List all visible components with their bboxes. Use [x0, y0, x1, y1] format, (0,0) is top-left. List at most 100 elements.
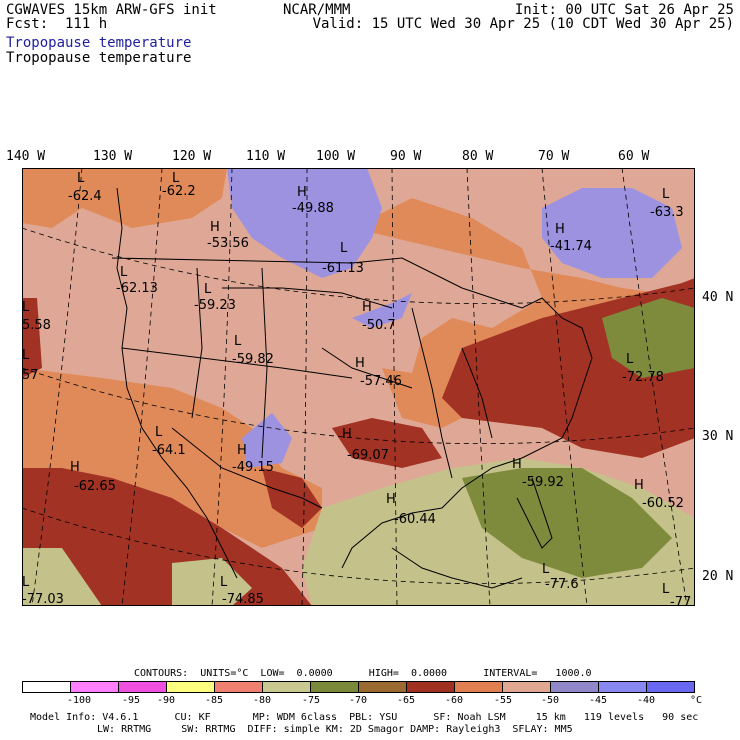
field-olive: [602, 298, 695, 378]
map-label-value: 57: [22, 368, 39, 383]
map-label-value: -63.3: [650, 205, 684, 220]
color-legend-bar: [22, 681, 695, 693]
tropopause-temperature-map: L -62.4 L -62.2 H -49.88 H -53.56 L -61.…: [22, 168, 695, 606]
field-darkred: [22, 298, 42, 378]
field-khaki: [22, 548, 102, 606]
map-label-value: -60.44: [394, 512, 436, 527]
legend-tick: °C: [690, 695, 703, 706]
map-label-value: -49.88: [292, 201, 334, 216]
map-frame: [22, 168, 695, 606]
map-labels: L -62.4 L -62.2 H -49.88 H -53.56 L -61.…: [22, 171, 691, 606]
field-darkred: [22, 468, 312, 606]
map-label-sym: L: [662, 582, 670, 597]
legend-swatch: [647, 682, 694, 692]
legend-swatch: [455, 682, 503, 692]
field-darkred: [262, 468, 322, 528]
legend-swatch: [359, 682, 407, 692]
map-label-sym: H: [210, 220, 220, 235]
lon-label: 110 W: [246, 149, 286, 164]
field-khaki: [172, 558, 252, 606]
legend-swatch: [215, 682, 263, 692]
variable-title-black: Tropopause temperature: [6, 50, 192, 66]
lon-label: 60 W: [618, 149, 650, 164]
map-label-value: -69.07: [347, 448, 389, 463]
map-label-value: -53.56: [207, 236, 249, 251]
legend-tick: -100: [67, 695, 92, 706]
map-label-sym: L: [22, 575, 30, 590]
map-label-sym: H: [342, 427, 352, 442]
header-center: NCAR/MMM: [283, 2, 351, 18]
legend-tick: -40: [637, 695, 656, 706]
field-darkred: [332, 418, 442, 468]
lat-label: 20 N: [702, 569, 734, 584]
legend-swatch: [71, 682, 119, 692]
map-label-sym: L: [234, 334, 242, 349]
legend-tick: -80: [253, 695, 272, 706]
lon-label: 140 W: [6, 149, 46, 164]
legend-tick: -50: [541, 695, 560, 706]
map-label-sym: H: [555, 222, 565, 237]
map-label-sym: L: [542, 562, 550, 577]
map-label-value: 5.58: [22, 318, 51, 333]
map-label-value: -62.13: [116, 281, 158, 296]
map-label-sym: H: [634, 478, 644, 493]
legend-tick: -90: [157, 695, 176, 706]
map-label-sym: H: [237, 443, 247, 458]
field-blue: [352, 293, 412, 328]
model-info-line1: Model Info: V4.6.1 CU: KF MP: WDM 6class…: [30, 712, 699, 723]
map-label-sym: L: [22, 348, 30, 363]
map-label-sym: L: [220, 575, 228, 590]
graticule: [22, 168, 695, 606]
lon-label: 120 W: [172, 149, 212, 164]
header-left: CGWAVES 15km ARW-GFS init Fcst: 111 h: [6, 2, 217, 32]
lon-label: 80 W: [462, 149, 494, 164]
map-label-sym: L: [22, 300, 30, 315]
map-label-value: -59.92: [522, 475, 564, 490]
map-label-value: -41.74: [550, 239, 592, 254]
map-label-value: -50.7: [362, 318, 396, 333]
legend-swatch: [119, 682, 167, 692]
legend-tick: -70: [349, 695, 368, 706]
lon-label: 130 W: [93, 149, 133, 164]
model-info-line2: LW: RRTMG SW: RRTMG DIFF: simple KM: 2D …: [97, 724, 573, 735]
lon-label: 70 W: [538, 149, 570, 164]
map-label-value: -72.78: [622, 370, 664, 385]
map-label-value: -57.46: [360, 374, 402, 389]
lat-label: 30 N: [702, 429, 734, 444]
legend-tick: -85: [205, 695, 224, 706]
lon-label: 90 W: [390, 149, 422, 164]
map-label-sym: L: [626, 352, 634, 367]
legend-tick: -60: [445, 695, 464, 706]
legend-swatch: [311, 682, 359, 692]
map-label-value: -62.65: [74, 479, 116, 494]
legend-swatch: [407, 682, 455, 692]
map-label-value: -77: [670, 595, 691, 606]
header-right: Init: 00 UTC Sat 26 Apr 25 Valid: 15 UTC…: [312, 2, 734, 32]
legend-tick: -65: [397, 695, 416, 706]
map-label-value: -62.4: [68, 189, 102, 204]
map-label-value: -60.52: [642, 496, 684, 511]
map-label-value: -64.1: [152, 443, 186, 458]
map-label-value: -61.13: [322, 261, 364, 276]
map-label-value: -62.2: [162, 184, 196, 199]
map-label-sym: H: [512, 457, 522, 472]
map-label-sym: L: [340, 241, 348, 256]
legend-swatch: [167, 682, 215, 692]
legend-swatch: [263, 682, 311, 692]
map-label-sym: L: [77, 171, 85, 186]
legend-tick: -45: [589, 695, 608, 706]
field-orange: [22, 168, 227, 228]
field-orange: [22, 368, 322, 548]
coastlines: [111, 187, 593, 589]
map-label-sym: L: [120, 265, 128, 280]
field-blue: [242, 413, 292, 468]
legend-tick: -75: [302, 695, 321, 706]
map-label-value: -59.23: [194, 298, 236, 313]
map-label-value: -74.85: [222, 592, 264, 606]
map-label-sym: L: [662, 187, 670, 202]
legend-swatch: [551, 682, 599, 692]
map-label-sym: H: [297, 185, 307, 200]
lon-label: 100 W: [316, 149, 356, 164]
field-blue: [542, 188, 682, 278]
map-label-sym: L: [172, 171, 180, 186]
